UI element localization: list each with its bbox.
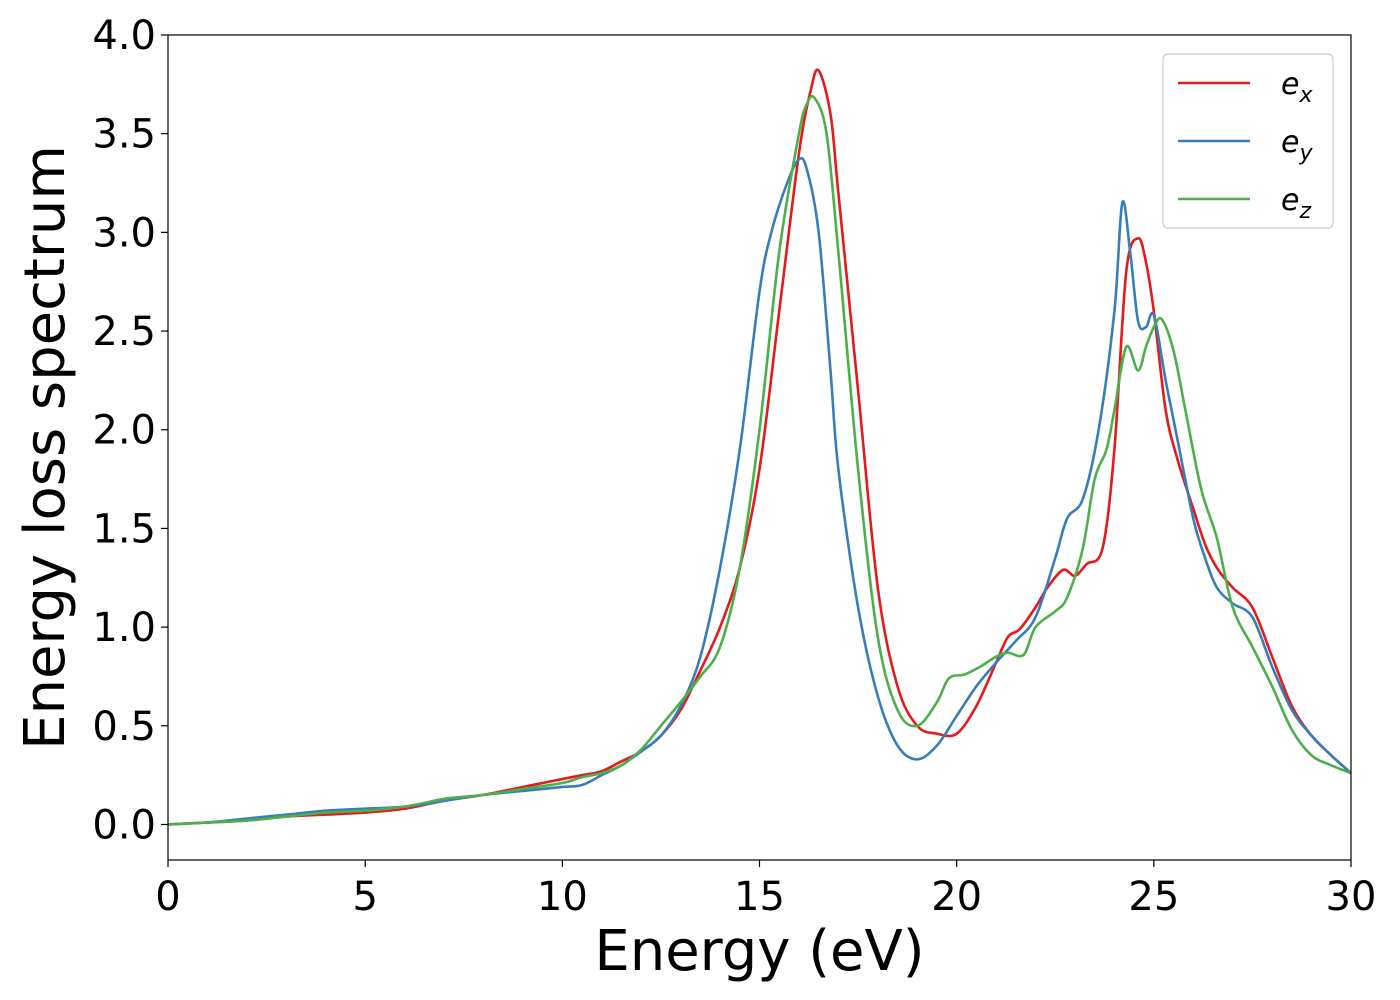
x-axis-label: Energy (eV) bbox=[594, 919, 924, 984]
y-tick-label: 3.0 bbox=[92, 210, 156, 256]
legend-label-subscript: x bbox=[1298, 83, 1313, 108]
legend-label-subscript: y bbox=[1298, 141, 1313, 166]
y-axis: 0.0 0.5 1.0 1.5 2.0 2.5 3.0 3.5 4.0 bbox=[92, 13, 168, 848]
x-tick-label: 15 bbox=[734, 874, 785, 920]
x-tick-label: 0 bbox=[155, 874, 180, 920]
y-tick-label: 1.0 bbox=[92, 605, 156, 651]
y-tick-label: 4.0 bbox=[92, 13, 156, 59]
legend-label-subscript: z bbox=[1298, 199, 1311, 224]
y-tick-label: 0.0 bbox=[92, 802, 156, 848]
series-layer bbox=[168, 68, 1351, 826]
x-axis: 0 5 10 15 20 25 30 bbox=[155, 860, 1376, 920]
y-tick-label: 1.5 bbox=[92, 506, 156, 552]
legend-label-base: e bbox=[1281, 125, 1299, 160]
y-axis-label: Energy loss spectrum bbox=[13, 145, 78, 750]
y-tick-label: 2.0 bbox=[92, 408, 156, 454]
x-tick-label: 10 bbox=[537, 874, 588, 920]
x-tick-label: 20 bbox=[931, 874, 982, 920]
series-line-y bbox=[168, 156, 1351, 826]
y-tick-label: 2.5 bbox=[92, 309, 156, 355]
y-tick-label: 3.5 bbox=[92, 112, 156, 158]
legend-label-x: ex bbox=[1281, 67, 1313, 108]
x-tick-label: 30 bbox=[1326, 874, 1377, 920]
legend-label-z: ez bbox=[1281, 183, 1311, 224]
legend-label-base: e bbox=[1281, 183, 1299, 218]
legend-label-base: e bbox=[1281, 67, 1299, 102]
y-tick-label: 0.5 bbox=[92, 704, 156, 750]
series-line-z bbox=[168, 94, 1351, 826]
x-tick-label: 5 bbox=[352, 874, 377, 920]
series-line-x bbox=[168, 68, 1351, 826]
x-tick-label: 25 bbox=[1128, 874, 1179, 920]
legend-label-y: ey bbox=[1281, 125, 1313, 166]
